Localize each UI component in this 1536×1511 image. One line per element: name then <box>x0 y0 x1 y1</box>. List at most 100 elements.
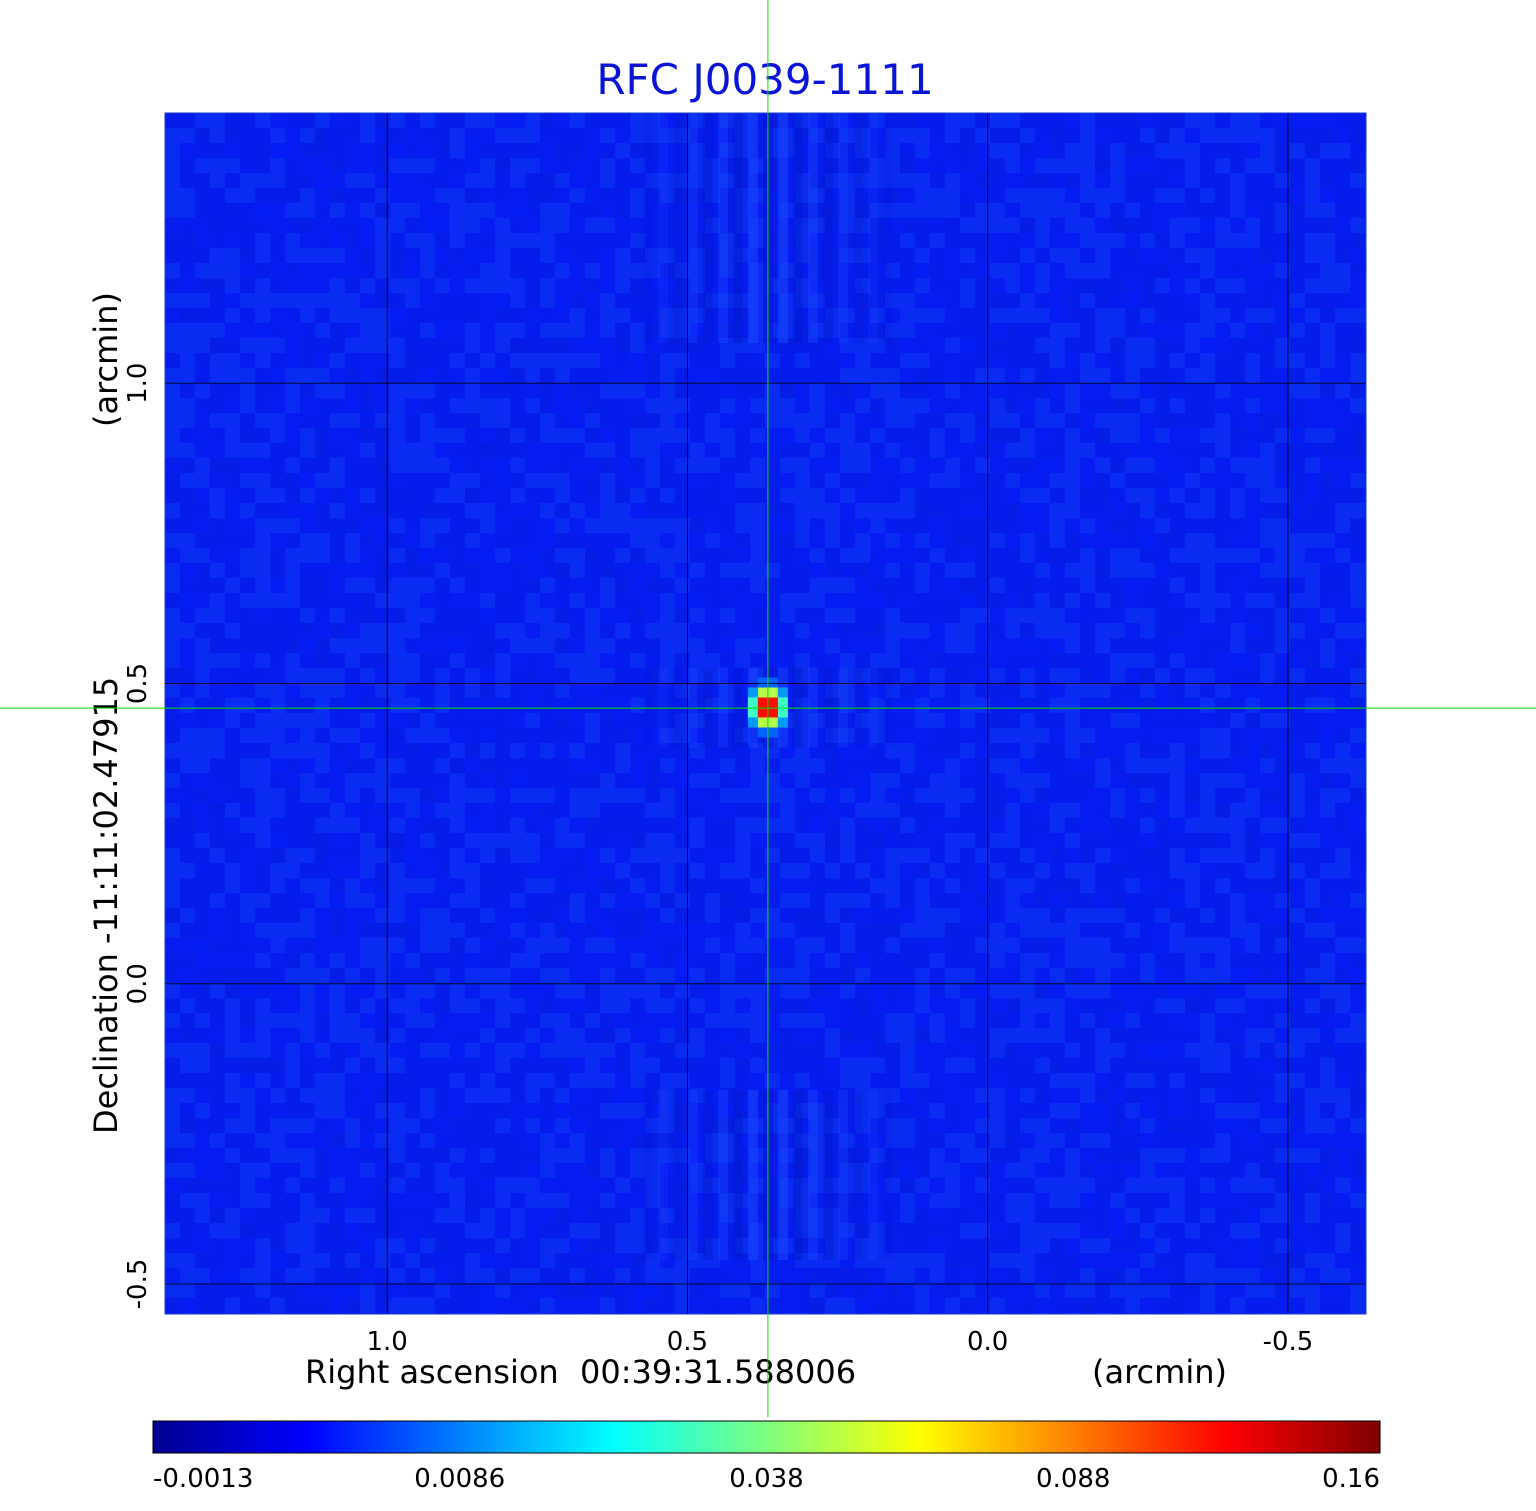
noise-cell <box>1245 848 1260 863</box>
noise-cell <box>195 1298 210 1313</box>
noise-cell <box>690 503 705 518</box>
noise-cell <box>315 1223 330 1238</box>
noise-cell <box>1290 758 1305 773</box>
noise-cell <box>570 518 585 533</box>
noise-cell <box>435 218 450 233</box>
noise-cell <box>210 1193 225 1208</box>
noise-cell <box>1245 488 1260 503</box>
noise-cell <box>390 488 405 503</box>
noise-cell <box>525 203 540 218</box>
noise-cell <box>300 1058 315 1073</box>
noise-cell <box>1185 623 1200 638</box>
noise-cell <box>1215 1283 1230 1298</box>
noise-cell <box>1140 263 1155 278</box>
noise-cell <box>915 1208 930 1223</box>
noise-cell <box>270 1268 285 1283</box>
noise-cell <box>780 653 795 668</box>
noise-cell <box>435 893 450 908</box>
noise-cell <box>660 533 675 548</box>
noise-cell <box>615 188 630 203</box>
noise-cell <box>510 683 525 698</box>
noise-cell <box>210 1283 225 1298</box>
noise-cell <box>630 1253 645 1268</box>
noise-cell <box>330 698 345 713</box>
noise-cell <box>210 1208 225 1223</box>
noise-cell <box>1245 773 1260 788</box>
noise-cell <box>315 653 330 668</box>
noise-cell <box>900 443 915 458</box>
source-pixel <box>767 727 778 738</box>
noise-cell <box>825 1058 840 1073</box>
noise-cell <box>1035 1253 1050 1268</box>
noise-cell <box>900 1298 915 1313</box>
noise-cell <box>645 593 660 608</box>
noise-cell <box>705 113 720 128</box>
noise-cell <box>195 1088 210 1103</box>
noise-cell <box>690 1208 705 1223</box>
noise-cell <box>555 638 570 653</box>
noise-cell <box>480 1118 495 1133</box>
noise-cell <box>375 713 390 728</box>
noise-cell <box>1110 338 1125 353</box>
noise-cell <box>1050 893 1065 908</box>
noise-cell <box>1215 1178 1230 1193</box>
noise-cell <box>1275 1283 1290 1298</box>
noise-cell <box>1035 383 1050 398</box>
noise-cell <box>1110 368 1125 383</box>
noise-cell <box>420 173 435 188</box>
noise-cell <box>570 938 585 953</box>
noise-cell <box>360 473 375 488</box>
noise-cell <box>945 608 960 623</box>
noise-cell <box>360 593 375 608</box>
noise-cell <box>1350 413 1365 428</box>
noise-cell <box>390 173 405 188</box>
noise-cell <box>255 668 270 683</box>
noise-cell <box>510 803 525 818</box>
noise-cell <box>960 653 975 668</box>
noise-cell <box>555 743 570 758</box>
noise-cell <box>270 608 285 623</box>
noise-cell <box>780 1283 795 1298</box>
noise-cell <box>1170 338 1185 353</box>
noise-cell <box>420 818 435 833</box>
noise-cell <box>210 1268 225 1283</box>
noise-cell <box>945 1223 960 1238</box>
noise-cell <box>1245 1073 1260 1088</box>
noise-cell <box>420 683 435 698</box>
noise-cell <box>405 503 420 518</box>
noise-cell <box>600 188 615 203</box>
noise-cell <box>525 1253 540 1268</box>
noise-cell <box>885 713 900 728</box>
noise-cell <box>270 818 285 833</box>
noise-cell <box>885 923 900 938</box>
noise-cell <box>1275 143 1290 158</box>
noise-cell <box>570 368 585 383</box>
noise-cell <box>840 968 855 983</box>
noise-cell <box>750 443 765 458</box>
noise-cell <box>1260 803 1275 818</box>
noise-cell <box>1110 728 1125 743</box>
noise-cell <box>675 998 690 1013</box>
noise-cell <box>360 788 375 803</box>
noise-cell <box>1035 473 1050 488</box>
noise-cell <box>1320 218 1335 233</box>
noise-cell <box>975 188 990 203</box>
noise-cell <box>1005 578 1020 593</box>
noise-cell <box>975 893 990 908</box>
noise-cell <box>435 293 450 308</box>
noise-cell <box>1170 1253 1185 1268</box>
noise-cell <box>435 1133 450 1148</box>
noise-cell <box>285 953 300 968</box>
noise-cell <box>555 1163 570 1178</box>
sidelobe-stripe <box>657 1090 668 1260</box>
noise-cell <box>360 908 375 923</box>
noise-cell <box>480 143 495 158</box>
noise-cell <box>1020 158 1035 173</box>
noise-cell <box>570 278 585 293</box>
noise-cell <box>705 878 720 893</box>
noise-cell <box>510 1193 525 1208</box>
noise-cell <box>855 263 870 278</box>
noise-cell <box>405 1178 420 1193</box>
noise-cell <box>420 653 435 668</box>
noise-cell <box>1350 188 1365 203</box>
